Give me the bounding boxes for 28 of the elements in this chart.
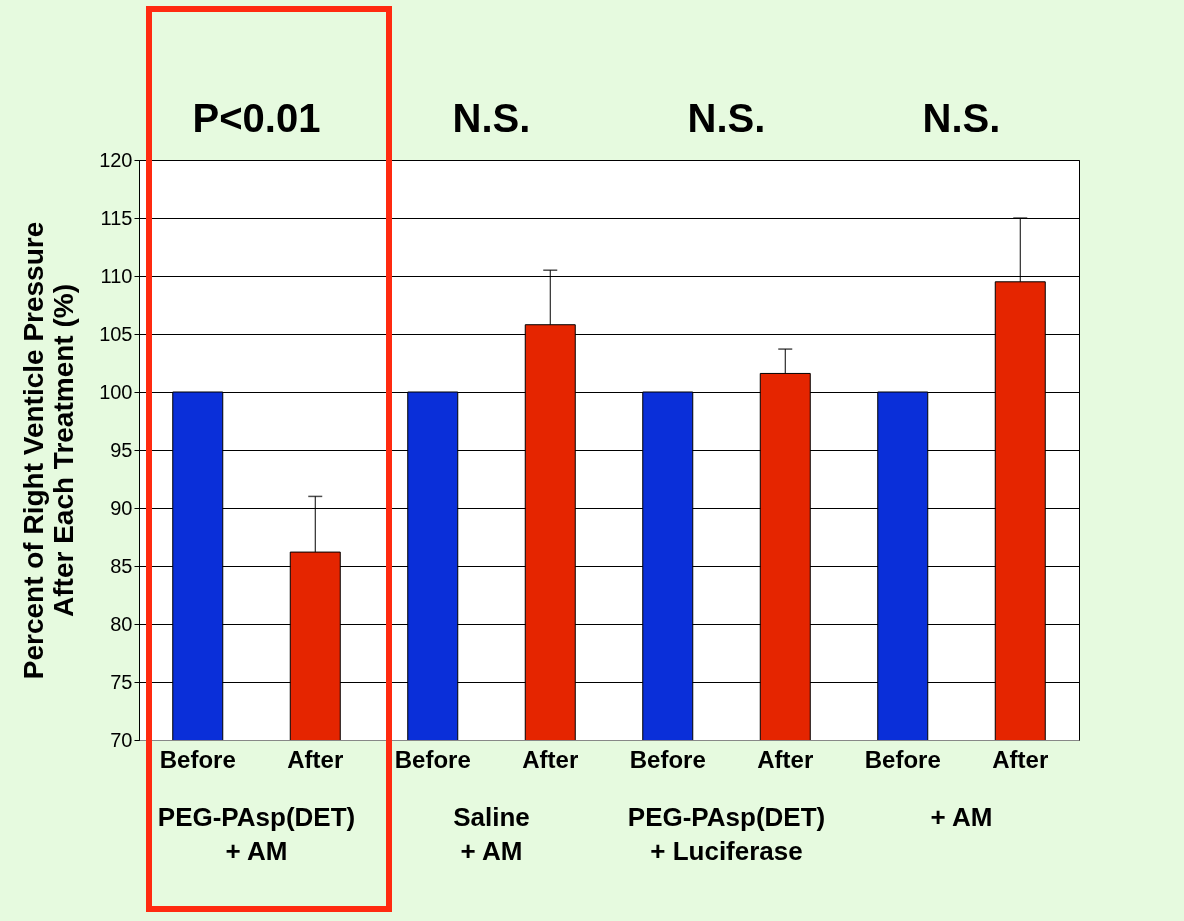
y-tick-label: 105 — [99, 322, 133, 345]
y-tick-label: 100 — [99, 380, 133, 403]
y-tick-label: 95 — [110, 438, 133, 461]
y-tick-label: 115 — [100, 206, 133, 229]
text: N.S. — [452, 96, 531, 140]
text: PEG-PAsp(DET) + Luciferase — [627, 802, 826, 866]
x-tick-label: After — [992, 745, 1049, 773]
x-tick-label: Before — [159, 745, 236, 773]
y-tick-label: 120 — [99, 148, 133, 171]
text: + AM — [930, 802, 993, 832]
text: N.S. — [922, 96, 1001, 140]
y-tick-label: 110 — [100, 264, 133, 287]
y-tick-label: 75 — [110, 670, 133, 693]
text: Saline + AM — [453, 802, 530, 866]
x-tick-label: Before — [394, 745, 471, 773]
y-tick-label: 90 — [110, 496, 133, 519]
y-tick-label: 70 — [110, 728, 133, 751]
y-axis-title: Percent of Right Venticle Pressure After Each Treatment (%) — [18, 221, 80, 680]
x-tick-label: After — [757, 745, 814, 773]
text: N.S. — [687, 96, 766, 140]
x-tick-label: After — [522, 745, 579, 773]
y-tick-label: 85 — [110, 554, 133, 577]
x-tick-label: Before — [629, 745, 706, 773]
x-tick-label: After — [287, 745, 344, 773]
x-tick-label: Before — [864, 745, 941, 773]
y-tick-label: 80 — [110, 612, 133, 635]
text: P<0.01 — [192, 96, 321, 140]
text: PEG-PAsp(DET) + AM — [157, 802, 356, 866]
